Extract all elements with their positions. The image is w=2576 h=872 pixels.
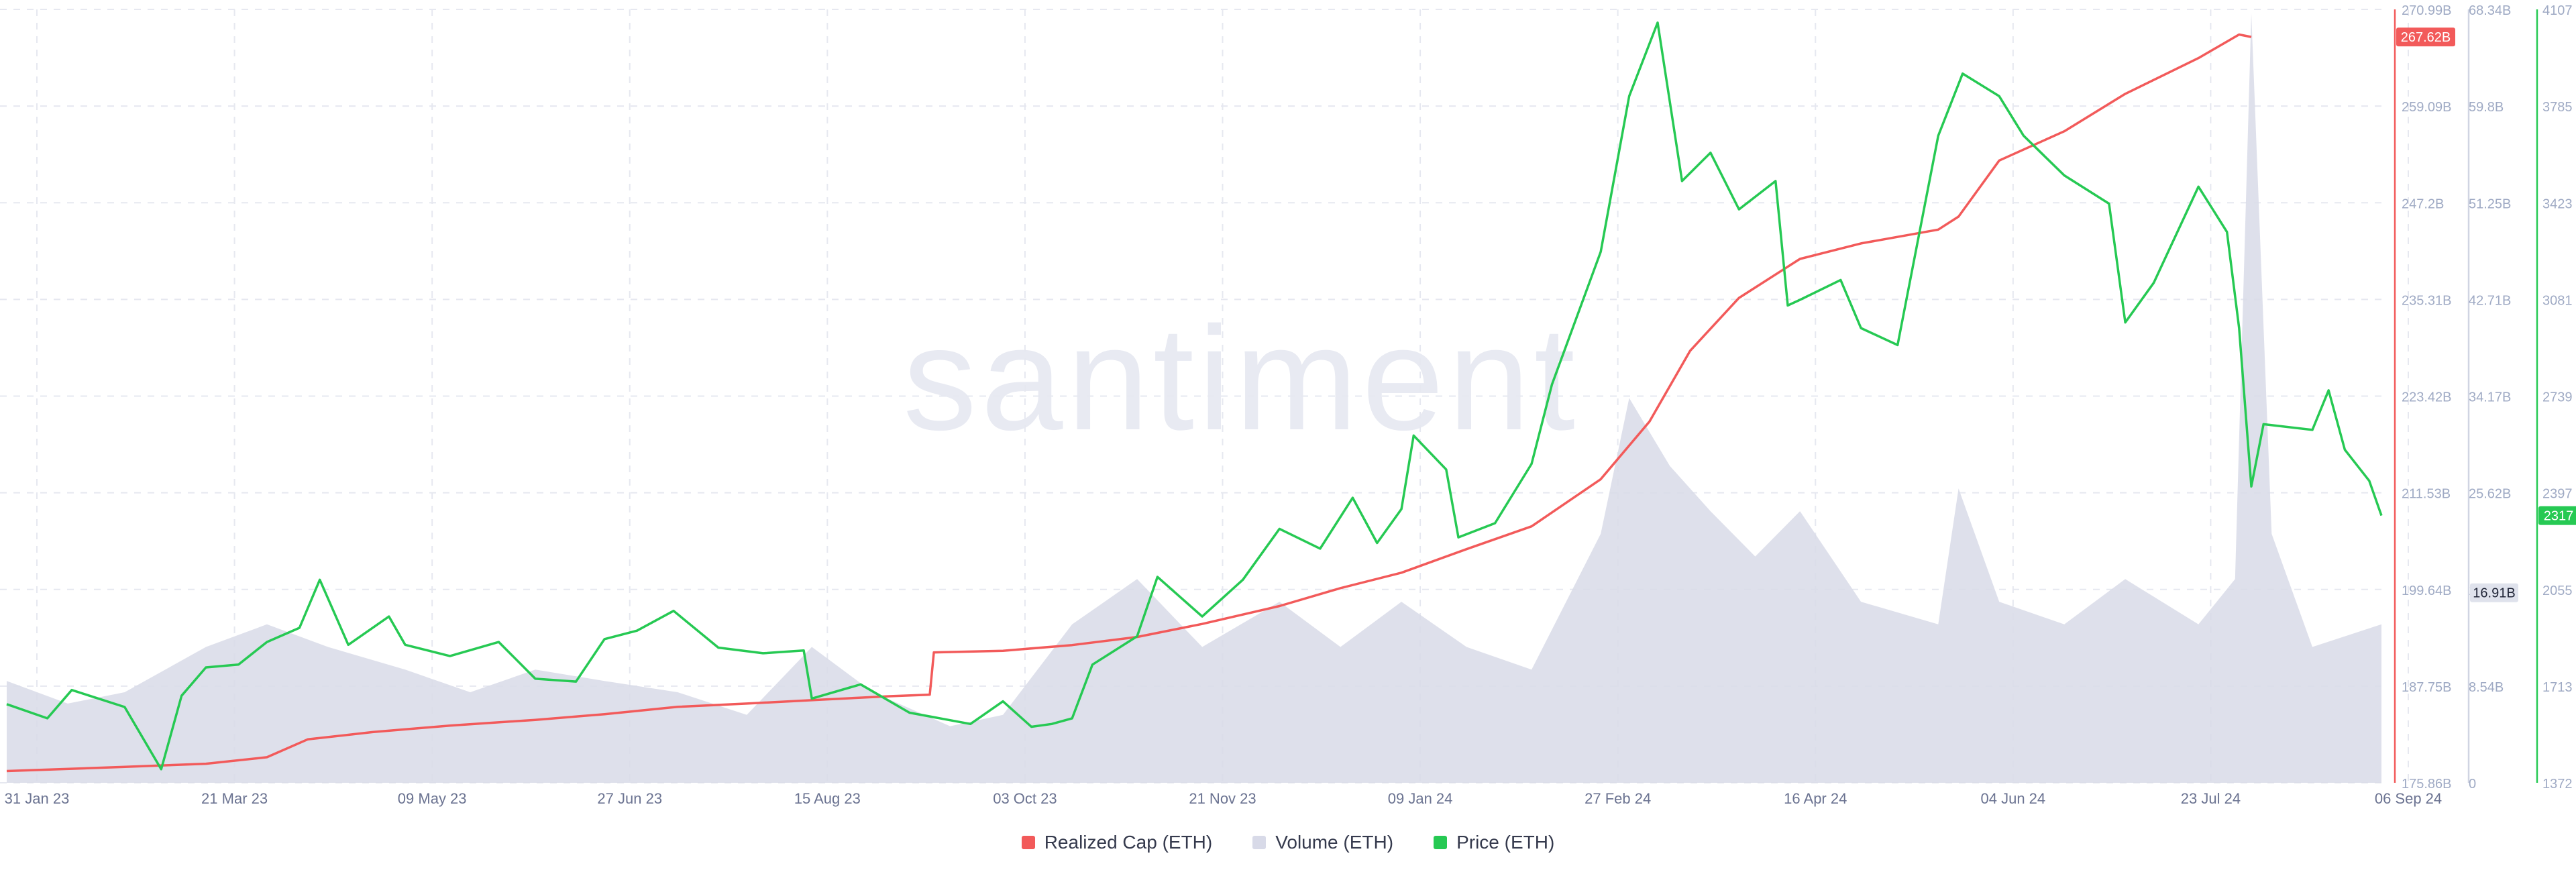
volume-current-badge-bg [2470,583,2518,602]
realized-cap-current-badge: 267.62B [2401,30,2451,45]
price-tick-label: 3785 [2542,100,2573,115]
legend-swatch-price [1434,836,1448,849]
x-tick-label: 27 Jun 23 [597,790,662,807]
legend-label-price: Price (ETH) [1456,832,1555,853]
x-tick-label: 16 Apr 24 [1784,790,1847,807]
volume-tick-label: 34.17B [2469,390,2511,405]
realized_cap-tick-label: 270.99B [2402,3,2452,18]
realized_cap-tick-label: 175.86B [2402,777,2452,792]
y-axes: 270.99B 259.09B 247.2B 235.31B 223.42B 211.53… [2394,3,2573,792]
x-tick-label: 15 Aug 23 [794,790,861,807]
legend-label-volume: Volume (ETH) [1275,832,1394,853]
x-tick-label: 21 Mar 23 [201,790,268,807]
realized-cap-line [6,33,2252,773]
legend-swatch-volume [1252,836,1267,849]
price-tick-label: 1372 [2542,777,2573,792]
realized_cap-tick-label: 259.09B [2402,100,2452,115]
realized_cap-tick-label: 211.53B [2402,487,2451,502]
legend-label-realized-cap: Realized Cap (ETH) [1044,832,1213,853]
realized_cap-tick-label: 199.64B [2402,584,2452,598]
current-value-badges: 267.62B 16.91B 2317 [2396,28,2576,602]
realized_cap-tick-label: 247.2B [2402,197,2444,211]
realized_cap-tick-label: 187.75B [2402,680,2452,695]
price-tick-label: 2739 [2542,390,2573,405]
legend-item-realized-cap[interactable]: Realized Cap (ETH) [1021,832,1213,853]
price-line [6,21,2383,771]
volume-area [7,13,2381,783]
price-current-badge-bg [2538,506,2576,525]
x-tick-label: 06 Sep 24 [2375,790,2442,807]
volume-tick-label: 25.62B [2469,487,2511,502]
x-tick-label: 03 Oct 23 [993,790,1057,807]
x-tick-label: 09 May 23 [398,790,467,807]
price-tick-label: 2055 [2542,584,2573,598]
volume-tick-label: 68.34B [2469,3,2511,18]
realized_cap-tick-label: 223.42B [2402,390,2452,405]
price-tick-label: 1713 [2542,680,2573,695]
x-tick-label: 21 Nov 23 [1189,790,1256,807]
volume-tick-label: 8.54B [2469,680,2504,695]
price-tick-label: 3081 [2542,293,2573,308]
price-path [6,21,2383,771]
x-tick-label: 09 Jan 24 [1388,790,1453,807]
x-tick-label: 31 Jan 23 [5,790,70,807]
volume-current-badge: 16.91B [2473,586,2515,601]
price-tick-label: 2397 [2542,487,2573,502]
watermark: santiment [903,296,1579,461]
volume-area-path [7,13,2381,783]
x-tick-label: 27 Feb 24 [1585,790,1651,807]
x-tick-label: 04 Jun 24 [1981,790,2046,807]
x-axis: 31 Jan 23 21 Mar 23 09 May 23 27 Jun 23 15 A… [5,790,2442,807]
legend: Realized Cap (ETH) Volume (ETH) Price (E… [0,832,2576,853]
realized-cap-current-badge-bg [2396,28,2455,47]
volume-tick-label: 42.71B [2469,293,2511,308]
realized-cap-path [6,33,2252,773]
volume-tick-label: 0 [2469,777,2476,792]
price-tick-label: 3423 [2542,197,2573,211]
price-tick-label: 4107 [2542,3,2573,18]
x-tick-label: 23 Jul 24 [2181,790,2241,807]
volume-tick-label: 51.25B [2469,197,2511,211]
legend-swatch-realized-cap [1021,836,1035,849]
realized_cap-tick-label: 235.31B [2402,293,2452,308]
price-current-badge: 2317 [2544,509,2574,524]
legend-item-price[interactable]: Price (ETH) [1434,832,1554,853]
volume-tick-label: 59.8B [2469,100,2504,115]
legend-item-volume[interactable]: Volume (ETH) [1252,832,1393,853]
